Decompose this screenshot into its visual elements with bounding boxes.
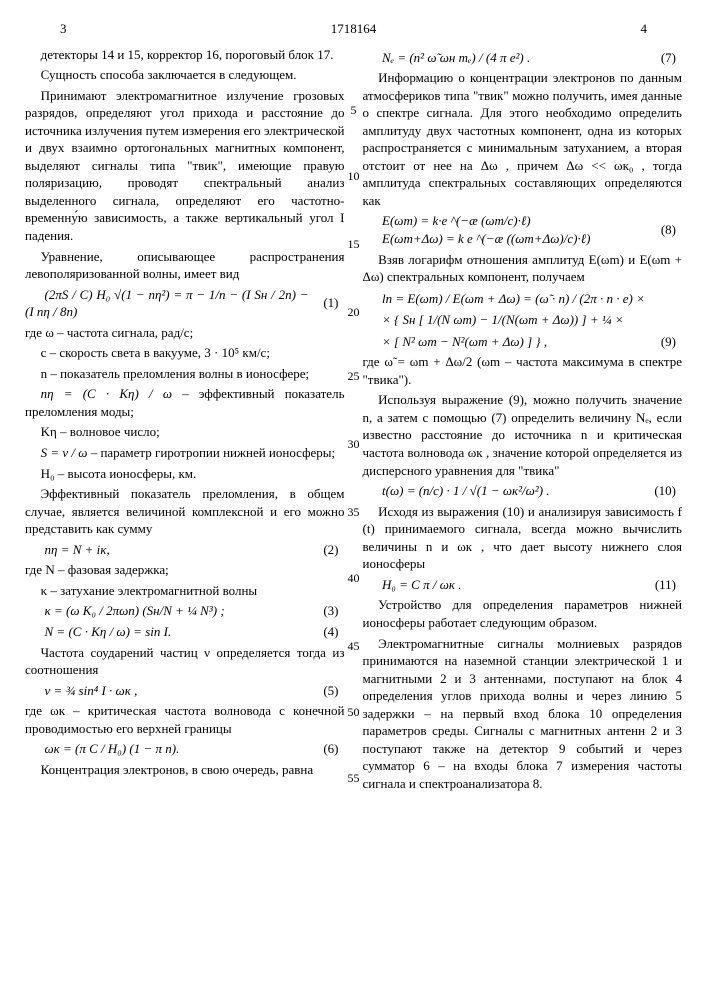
line-number: 15 — [345, 236, 363, 252]
where-line: S = ν / ω – параметр гиротропии нижней и… — [25, 444, 345, 462]
equation-5: ν = ¾ sin⁴ I · ωк , (5) — [25, 682, 345, 700]
where-line: где ω – частота сигнала, рад/с; — [25, 324, 345, 342]
para: Электромагнитные сигналы молниевых разря… — [363, 635, 683, 793]
where-line: Kη – волновое число; — [25, 423, 345, 441]
equation-1: (2πS / C) H₀ √(1 − nη²) = π − 1/n − (I S… — [25, 286, 345, 321]
line-number: 50 — [345, 704, 363, 720]
line-number-gutter: 5 10 15 20 25 30 35 40 45 50 55 — [345, 46, 363, 796]
equation-6: ωк = (π C / H₀) (1 − π n). (6) — [25, 740, 345, 758]
left-column: детекторы 14 и 15, корректор 16, порогов… — [25, 46, 345, 796]
equation-2: nη = N + iκ, (2) — [25, 541, 345, 559]
equation-8: E(ωm) = k·e ^(−æ (ωm/c)·ℓ) E(ωm+Δω) = k … — [363, 212, 683, 247]
where-line: с – скорость света в вакууме, 3 · 10⁵ км… — [25, 344, 345, 362]
para: Эффективный показатель преломления, в об… — [25, 485, 345, 538]
equation-9b: × { Sн [ 1/(N ωm) − 1/(N(ωm + Δω)) ] + ¼… — [363, 311, 683, 329]
para: Устройство для определения параметров ни… — [363, 596, 683, 631]
where-line: где ωк – критическая частота волновода с… — [25, 702, 345, 737]
eq-inline: nη = (C · Kη) / ω — [41, 386, 172, 401]
where-line: где N – фазовая задержка; — [25, 561, 345, 579]
para: Сущность способа заключается в следующем… — [25, 66, 345, 84]
page-num-right: 4 — [641, 20, 648, 38]
line-number: 45 — [345, 638, 363, 654]
main-content: детекторы 14 и 15, корректор 16, порогов… — [25, 46, 682, 796]
para: Частота соударений частиц ν определяется… — [25, 644, 345, 679]
equation-3: κ = (ω K₀ / 2πωn) (Sн/N + ¼ N³) ; (3) — [25, 602, 345, 620]
where-line: где ω̃ = ωm + Δω/2 (ωm – частота максиму… — [363, 353, 683, 388]
eq-inline: S = ν / ω — [41, 445, 88, 460]
line-number: 30 — [345, 436, 363, 452]
para: Исходя из выражения (10) и анализируя за… — [363, 503, 683, 573]
para: Концентрация электронов, в свою очередь,… — [25, 761, 345, 779]
line-number: 25 — [345, 368, 363, 384]
right-column: Nₑ = (n² ω̃ ωн mₑ) / (4 π e²) . (7) Инфо… — [363, 46, 683, 796]
para: Информацию о концентрации электронов по … — [363, 69, 683, 209]
line-number: 10 — [345, 168, 363, 184]
where-line: H₀ – высота ионосферы, км. — [25, 465, 345, 483]
para: Принимают электромагнитное излучение гро… — [25, 87, 345, 245]
page-num-left: 3 — [60, 20, 67, 38]
para: детекторы 14 и 15, корректор 16, порогов… — [25, 46, 345, 64]
para: Уравнение, описывающее распространения л… — [25, 248, 345, 283]
equation-4: N = (C · Kη / ω) = sin I. (4) — [25, 623, 345, 641]
equation-11: H₀ = C π / ωк . (11) — [363, 576, 683, 594]
line-number: 35 — [345, 504, 363, 520]
where-line: nη = (C · Kη) / ω – эффективный показате… — [25, 385, 345, 420]
line-number: 20 — [345, 304, 363, 320]
where-line: κ – затухание электромагнитной волны — [25, 582, 345, 600]
para: Взяв логарифм отношения амплитуд E(ωm) и… — [363, 251, 683, 286]
para: Используя выражение (9), можно получить … — [363, 391, 683, 479]
equation-10: t(ω) = (n/c) · 1 / √(1 − ωк²/ω²) . (10) — [363, 482, 683, 500]
doc-number: 1718164 — [331, 20, 377, 38]
line-number: 55 — [345, 770, 363, 786]
line-number: 5 — [345, 102, 363, 118]
equation-9a: ln = E(ωm) / E(ωm + Δω) = (ω̃ · n) / (2π… — [363, 290, 683, 308]
equation-7: Nₑ = (n² ω̃ ωн mₑ) / (4 π e²) . (7) — [363, 49, 683, 67]
where-line: n – показатель преломления волны в ионос… — [25, 365, 345, 383]
page-header: 3 1718164 4 — [25, 20, 682, 38]
line-number: 40 — [345, 570, 363, 586]
equation-9c: × [ N² ωm − N²(ωm + Δω) ] } , (9) — [363, 333, 683, 351]
